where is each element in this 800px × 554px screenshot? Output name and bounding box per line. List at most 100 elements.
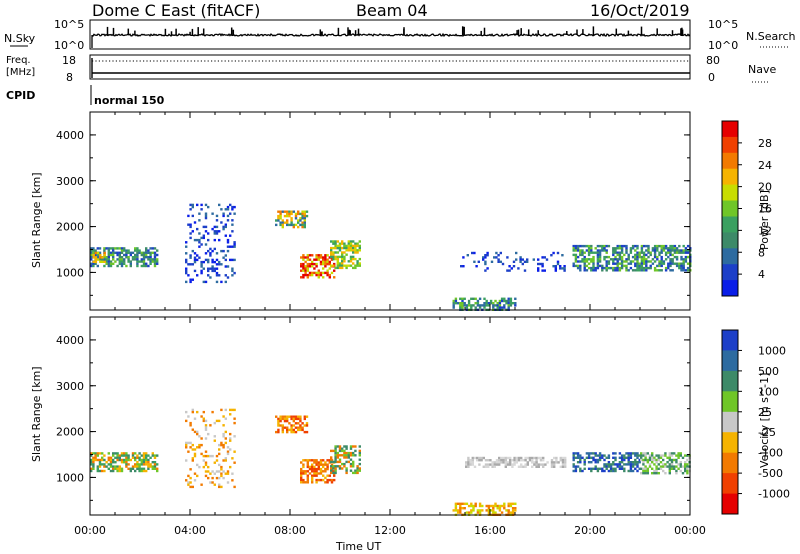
echo-cell [315,481,318,484]
echo-cell [229,432,232,436]
echo-cell [638,253,641,257]
echo-cell [452,509,455,512]
echo-cell [616,251,619,254]
echo-cell [326,478,329,482]
echo-cell [142,256,146,259]
echo-cell [125,256,128,259]
echo-cell [646,467,649,470]
echo-cell [116,454,119,457]
echo-cell [645,264,648,268]
echo-cell [277,424,280,427]
colorbar-tick-label: 500 [758,365,779,378]
echo-cell [229,465,232,469]
echo-cell [207,267,210,270]
echo-cell [283,417,287,421]
nsky-panel-frame [89,19,691,50]
echo-cell [675,472,678,475]
echo-cell [673,452,676,455]
echo-cell [618,452,622,455]
echo-cell [301,422,304,425]
echo-cell [645,253,648,257]
echo-cell [279,415,282,418]
echo-cell [358,467,361,470]
echo-cell [616,260,619,263]
echo-cell [507,304,510,307]
echo-cell [656,269,659,272]
echo-cell [638,262,641,265]
echo-cell [651,456,654,459]
echo-cell [306,258,309,261]
echo-cell [292,223,295,227]
echo-cell [594,251,597,254]
echo-cell [315,273,318,277]
echo-cell [319,254,323,257]
echo-cell [279,217,282,220]
echo-cell [498,302,502,305]
echo-cell [587,262,591,265]
echo-cell [145,249,148,252]
echo-cell [519,256,522,259]
echo-cell [343,449,346,453]
echo-cell [461,297,464,300]
echo-cell [156,469,159,473]
echo-cell [499,251,502,255]
echo-cell [303,219,306,222]
echo-cell [495,459,499,462]
echo-cell [583,260,586,263]
echo-cell [644,467,647,470]
echo-cell [213,225,216,229]
echo-cell [303,415,306,418]
echo-cell [142,463,146,466]
echo-cell [459,509,462,512]
echo-cell [204,461,208,464]
echo-cell [594,467,597,470]
echo-cell [222,443,225,447]
echo-cell [317,463,320,466]
echo-cell [493,463,496,466]
echo-cell [138,251,141,254]
echo-cell [616,258,619,261]
echo-cell [211,470,214,473]
colorbar-tick-label: 28 [758,137,772,150]
echo-cell [627,452,630,455]
echo-cell [454,504,458,508]
echo-cell [625,247,628,250]
echo-cell [552,265,555,268]
echo-cell [153,251,157,254]
echo-cell [493,256,496,259]
echo-cell [123,253,126,257]
echo-cell [140,251,143,254]
echo-cell [631,260,635,263]
echo-cell [459,302,462,305]
echo-cell [507,306,510,309]
echo-cell [625,244,628,248]
echo-cell [486,251,489,255]
echo-cell [98,452,102,455]
echo-cell [662,469,665,473]
echo-cell [107,247,110,250]
colorbar-tick-label: 20 [758,181,772,194]
echo-cell [634,458,637,462]
echo-cell [98,469,102,473]
power-colorbar-label: Power [dB] [758,190,771,250]
echo-cell [614,458,617,462]
echo-cell [642,258,646,261]
echo-cell [120,461,124,464]
echo-cell [315,256,318,259]
echo-cell [294,430,298,434]
echo-cell [644,465,647,468]
echo-cell [354,266,357,270]
echo-cell [123,262,126,265]
echo-cell [226,276,230,279]
echo-cell [286,415,289,418]
echo-cell [204,419,208,423]
echo-cell [189,223,192,226]
echo-cell [281,415,284,418]
echo-cell [618,251,622,254]
echo-cell [109,463,113,466]
echo-cell [222,256,225,259]
echo-cell [524,463,527,466]
echo-cell [478,306,482,309]
echo-cell [656,244,659,248]
echo-cell [496,507,499,510]
